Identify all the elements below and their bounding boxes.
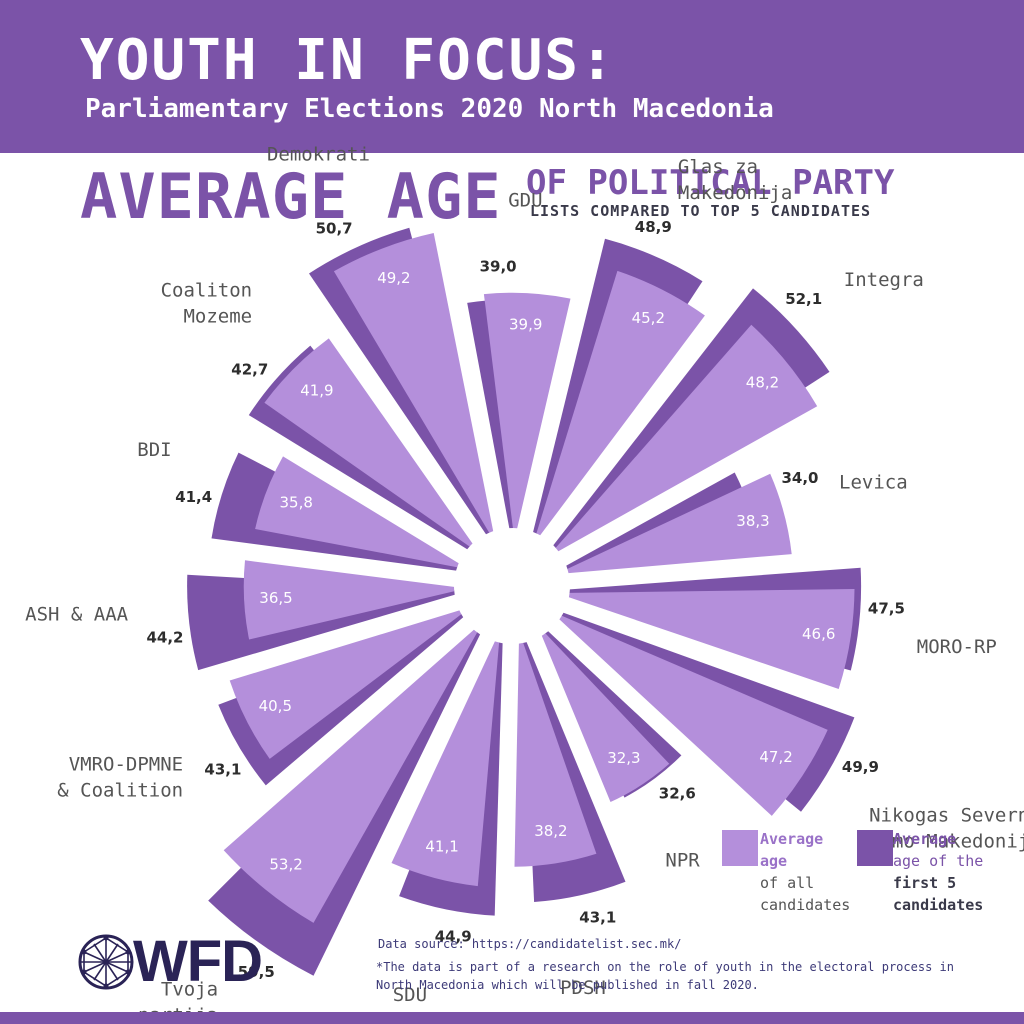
party-name-label: Integra — [844, 269, 924, 291]
wfd-logo-text: WFD — [133, 929, 263, 994]
wfd-globe-icon — [78, 934, 134, 990]
value-label-all: 41,1 — [425, 837, 458, 855]
party-name-label: PDSH — [560, 977, 606, 999]
bar-all — [264, 338, 473, 547]
bar-all — [559, 615, 828, 816]
party-name-label: ASH & AAA — [25, 604, 129, 626]
chart-heading-line2: LISTS COMPARED TO TOP 5 CANDIDATES — [530, 202, 872, 220]
legend-swatch-top5 — [857, 830, 893, 866]
page-subtitle: Parliamentary Elections 2020 North Maced… — [85, 94, 774, 124]
party-name-label: Makedonija — [678, 182, 792, 204]
legend-all-line4: candidates — [760, 896, 851, 914]
party-name-label: Mozeme — [183, 306, 252, 328]
bar-all — [568, 589, 855, 689]
chart-heading-line1: OF POLITICAL PARTY — [526, 163, 895, 203]
legend-top5-line2: age of the — [893, 852, 984, 870]
bar-all — [541, 633, 670, 802]
footer-bar — [0, 1012, 1024, 1024]
value-label-top5: 48,9 — [635, 218, 672, 236]
bar-all — [229, 610, 462, 759]
party-name-label: Glas za — [678, 156, 758, 178]
legend-top5-line4: candidates — [893, 896, 984, 914]
value-label-all: 38,3 — [736, 512, 769, 530]
value-label-top5: 52,1 — [785, 290, 822, 308]
party-name-label: MORO-RP — [917, 636, 997, 658]
all-bars-group — [223, 233, 855, 923]
party-name-label: & Coalition — [57, 779, 183, 801]
party-name-label: GDU — [508, 190, 542, 212]
page-title: YOUTH IN FOCUS: — [80, 28, 616, 93]
bar-all — [333, 233, 494, 533]
legend-label-all: Average age of all candidates — [760, 828, 850, 916]
party-name-label: Demokrati — [267, 144, 370, 166]
bar-all — [536, 270, 705, 536]
party-name-label: NPR — [665, 849, 700, 871]
value-label-all: 39,9 — [509, 316, 542, 334]
value-label-all: 47,2 — [759, 748, 792, 766]
value-label-top5: 44,9 — [435, 928, 472, 946]
value-label-top5: 34,0 — [781, 469, 818, 487]
bar-all — [223, 629, 478, 923]
value-label-top5: 39,0 — [480, 258, 517, 276]
legend-top5-line3: first 5 — [893, 874, 957, 892]
value-label-all: 53,2 — [269, 856, 302, 874]
value-label-top5: 59,5 — [238, 963, 275, 981]
bar-all — [243, 560, 455, 640]
value-label-top5: 43,1 — [579, 908, 616, 926]
party-name-label: Tvoja — [161, 979, 218, 1001]
value-label-top5: 50,7 — [316, 220, 353, 238]
party-name-label: Coaliton — [161, 280, 253, 302]
legend-all-line1: Average — [760, 830, 824, 848]
value-label-top5: 32,6 — [659, 784, 696, 802]
value-label-top5: 42,7 — [231, 360, 268, 378]
bar-all — [483, 292, 571, 529]
party-name-label: VMRO-DPMNE — [69, 753, 183, 775]
header-banner: YOUTH IN FOCUS: Parliamentary Elections … — [0, 0, 1024, 153]
value-label-all: 45,2 — [632, 309, 665, 327]
party-name-label: BDI — [137, 439, 171, 461]
value-label-all: 49,2 — [377, 269, 410, 287]
value-label-top5: 43,1 — [204, 761, 241, 779]
value-label-all: 41,9 — [300, 381, 333, 399]
footnote: *The data is part of a research on the r… — [376, 960, 954, 992]
value-label-top5: 41,4 — [175, 488, 212, 506]
legend-top5-line1: Average — [893, 830, 957, 848]
value-label-all: 35,8 — [279, 494, 312, 512]
value-label-all: 38,2 — [534, 822, 567, 840]
party-name-label: SDU — [393, 984, 427, 1006]
legend-all-line3: of all — [760, 874, 815, 892]
value-label-all: 36,5 — [259, 589, 292, 607]
bar-all — [255, 456, 459, 568]
bar-all — [555, 324, 818, 552]
party-name-label: Nikogas Severna - — [869, 805, 1024, 827]
bar-all — [514, 642, 597, 867]
party-name-label: Samo Makedonija — [869, 831, 1024, 853]
value-label-top5: 47,5 — [868, 599, 905, 617]
value-label-all: 48,2 — [746, 374, 779, 392]
bar-all — [567, 473, 792, 574]
value-label-all: 32,3 — [607, 749, 640, 767]
labels-group: 36,5 44,2 ASH & AAA 35,8 41,4 BDI 41,9 42,7 Coal… — [25, 144, 1024, 1024]
data-source: Data source: https://candidatelist.sec.m… — [378, 937, 682, 951]
value-label-top5: 49,9 — [842, 758, 879, 776]
value-label-all: 40,5 — [259, 697, 292, 715]
legend-label-top5: Average age of the first 5 candidates — [893, 828, 983, 916]
bar-all — [391, 641, 500, 887]
value-label-all: 46,6 — [802, 625, 835, 643]
chart-heading-big: AVERAGE AGE — [80, 160, 502, 233]
party-name-label: Levica — [839, 472, 908, 494]
legend-all-line2: age — [760, 852, 788, 870]
value-label-top5: 44,2 — [146, 628, 183, 646]
legend-swatch-all — [722, 830, 758, 866]
